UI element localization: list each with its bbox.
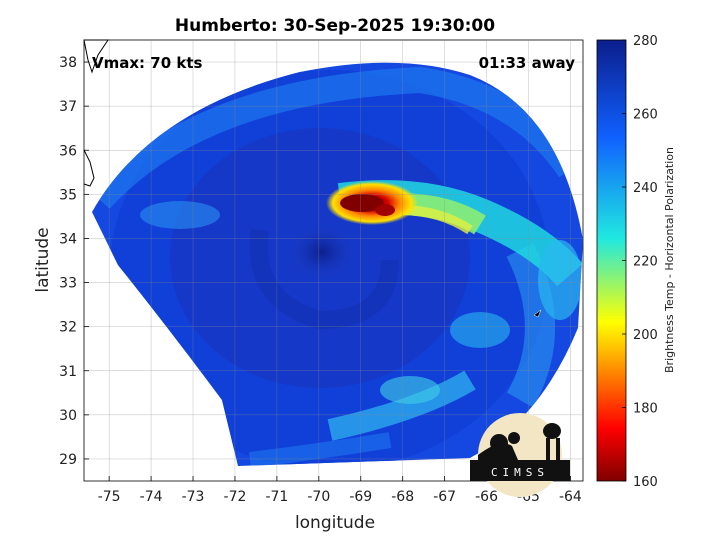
- x-tick-label: -68: [391, 489, 414, 505]
- colorbar-tick-label: 200: [633, 328, 658, 343]
- colorbar: [596, 39, 627, 482]
- chart-title: Humberto: 30-Sep-2025 19:30:00: [175, 16, 495, 36]
- x-axis-ticks: -75 -74 -73 -72 -71 -70 -69 -68 -67 -66 -65 -64: [98, 476, 582, 505]
- y-tick-label: 37: [59, 99, 77, 115]
- x-axis-label: longitude: [295, 513, 375, 533]
- y-tick-label: 36: [59, 143, 77, 159]
- x-tick-label: -74: [140, 489, 163, 505]
- y-tick-label: 38: [59, 55, 77, 71]
- x-tick-label: -69: [349, 489, 372, 505]
- coastline: [83, 39, 109, 74]
- x-tick-label: -70: [307, 489, 330, 505]
- colorbar-tick-label: 280: [633, 34, 658, 49]
- colorbar-tick-label: 240: [633, 181, 658, 196]
- colorbar-tick-label: 260: [633, 108, 658, 123]
- cimss-logo: CIMSS: [470, 413, 570, 497]
- coastline-2: [83, 149, 95, 187]
- x-tick-label: -72: [224, 489, 247, 505]
- colorbar-tick-label: 220: [633, 255, 658, 270]
- y-tick-label: 32: [59, 320, 77, 336]
- colorbar-tick-label: 160: [633, 475, 658, 490]
- vmax-annotation: Vmax: 70 kts: [92, 54, 202, 72]
- colorbar-label: Brightness Temp - Horizontal Polarizatio…: [663, 147, 676, 373]
- y-axis-label: latitude: [33, 227, 53, 292]
- y-tick-label: 35: [59, 187, 77, 203]
- colorbar-ticks: 160 180 200 220 240 260 280: [622, 34, 658, 490]
- x-tick-label: -71: [265, 489, 288, 505]
- colorbar-tick-label: 180: [633, 402, 658, 417]
- x-tick-label: -66: [475, 489, 498, 505]
- x-tick-label: -75: [98, 489, 121, 505]
- y-tick-label: 34: [59, 231, 77, 247]
- y-tick-label: 29: [59, 452, 77, 468]
- logo-text: CIMSS: [491, 466, 549, 479]
- y-tick-label: 30: [59, 408, 77, 424]
- island: [533, 309, 542, 318]
- x-tick-label: -73: [182, 489, 205, 505]
- y-tick-label: 33: [59, 276, 77, 292]
- time-offset-annotation: 01:33 away: [479, 54, 576, 72]
- x-tick-label: -67: [433, 489, 456, 505]
- x-tick-label: -64: [559, 489, 582, 505]
- y-axis-ticks: 29 30 31 32 33 34 35 36 37 38: [59, 55, 89, 468]
- y-tick-label: 31: [59, 364, 77, 380]
